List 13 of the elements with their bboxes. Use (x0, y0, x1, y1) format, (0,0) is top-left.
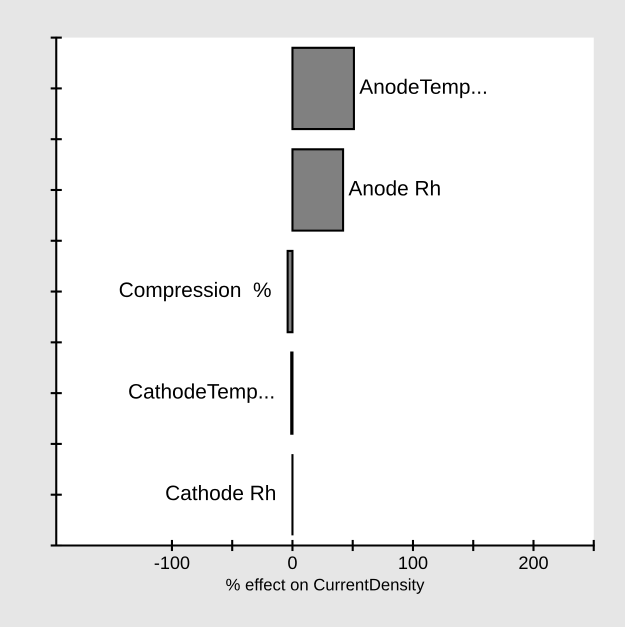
x-tick-label: -100 (154, 556, 190, 570)
x-tick-label: 200 (519, 556, 548, 570)
y-tick-label: AnodeTemp... (359, 78, 486, 98)
y-tick-label: CathodeTemp... (129, 383, 274, 403)
x-axis-title: % effect on CurrentDensity (226, 578, 424, 594)
y-tick-label: Cathode Rh (166, 484, 275, 500)
x-tick-label: 0 (288, 556, 297, 570)
x-tick-label: 100 (399, 556, 428, 570)
y-tick-label: Anode Rh (348, 180, 440, 196)
bar (286, 250, 294, 334)
bar (291, 46, 355, 130)
y-tick-label: Compression % (120, 282, 271, 302)
bar (291, 148, 344, 232)
